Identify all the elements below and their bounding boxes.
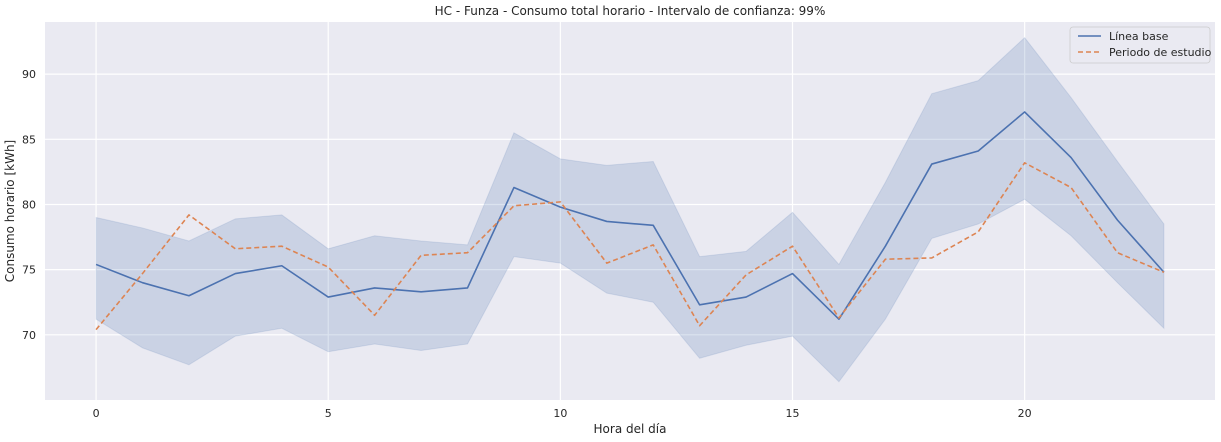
series-line-1 bbox=[95, 161, 1165, 331]
grid-layer bbox=[45, 22, 1215, 400]
confidence-band-layer bbox=[95, 36, 1165, 383]
series-line-0 bbox=[95, 111, 1165, 320]
y-tick-label: 75 bbox=[22, 264, 36, 277]
legend-box bbox=[1069, 26, 1211, 64]
x-tick-label: 5 bbox=[325, 407, 332, 420]
chart-title: HC - Funza - Consumo total horario - Int… bbox=[435, 4, 826, 18]
legend-label-linea-base: Línea base bbox=[1109, 30, 1169, 43]
confidence-band bbox=[95, 36, 1165, 383]
y-tick-label: 85 bbox=[22, 133, 36, 146]
x-tick-label: 15 bbox=[786, 407, 800, 420]
legend: Línea base Periodo de estudio bbox=[1069, 26, 1212, 64]
x-tick-label: 20 bbox=[1018, 407, 1032, 420]
tick-label-layer: 0 5 10 15 20 70 75 80 85 90 bbox=[22, 68, 1032, 420]
y-tick-label: 70 bbox=[22, 329, 36, 342]
series-line-layer bbox=[95, 111, 1165, 331]
y-axis-title: Consumo horario [kWh] bbox=[3, 140, 17, 282]
x-tick-label: 10 bbox=[553, 407, 567, 420]
x-axis-title: Hora del día bbox=[594, 422, 667, 436]
x-tick-label: 0 bbox=[93, 407, 100, 420]
plot-background bbox=[45, 22, 1215, 400]
y-tick-label: 90 bbox=[22, 68, 36, 81]
legend-label-periodo-de-estudio: Periodo de estudio bbox=[1109, 46, 1212, 59]
y-tick-label: 80 bbox=[22, 198, 36, 211]
